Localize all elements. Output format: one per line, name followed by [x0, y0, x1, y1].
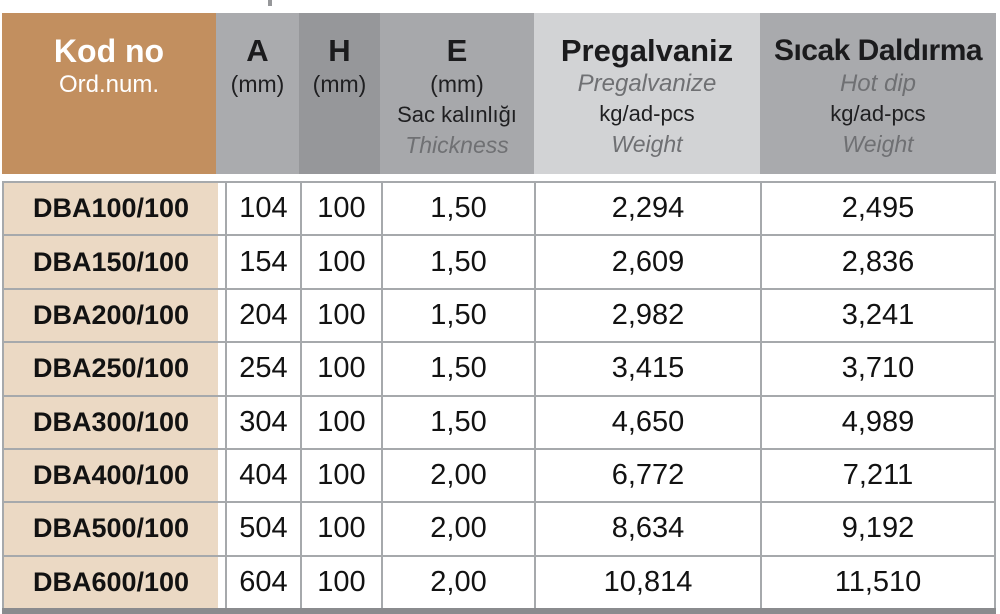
table-row: DBA250/100 254 100 1,50 3,415 3,710	[4, 343, 994, 397]
column-gap	[218, 556, 225, 608]
column-gap	[218, 343, 225, 395]
cell-e-thickness: 1,50	[381, 183, 534, 235]
cell-code: DBA200/100	[4, 289, 218, 342]
header-col-a: A (mm)	[216, 13, 299, 174]
cell-h-mm: 100	[300, 289, 381, 342]
cell-h-mm: 100	[300, 503, 381, 555]
cell-a-mm: 304	[225, 396, 300, 448]
cell-pregalvaniz-weight: 10,814	[534, 556, 760, 608]
cell-a-mm: 404	[225, 449, 300, 502]
table-bottom-border	[2, 608, 996, 614]
cell-code: DBA600/100	[4, 556, 218, 608]
column-gap	[218, 289, 225, 342]
header-col-sicak-daldirma: Sıcak Daldırma Hot dip kg/ad-pcs Weight	[760, 13, 996, 174]
header-col-pregalvaniz: Pregalvaniz Pregalvanize kg/ad-pcs Weigh…	[534, 13, 760, 174]
table-row: DBA500/100 504 100 2,00 8,634 9,192	[4, 503, 994, 557]
cell-a-mm: 604	[225, 556, 300, 608]
cell-h-mm: 100	[300, 343, 381, 395]
cell-hot-dip-weight: 7,211	[760, 449, 994, 502]
table-header: Kod no Ord.num. A (mm) H (mm) E (mm) Sac…	[2, 13, 996, 174]
cell-e-thickness: 2,00	[381, 449, 534, 502]
column-gap	[218, 449, 225, 502]
table-row: DBA100/100 104 100 1,50 2,294 2,495	[4, 183, 994, 237]
cell-code: DBA500/100	[4, 503, 218, 555]
table-row: DBA150/100 154 100 1,50 2,609 2,836	[4, 236, 994, 290]
cell-pregalvaniz-weight: 3,415	[534, 343, 760, 395]
header-sac-kalinligi: Sac kalınlığı	[397, 102, 517, 127]
header-title-h: H	[328, 33, 351, 68]
cell-e-thickness: 1,50	[381, 343, 534, 395]
column-gap	[218, 183, 225, 235]
cell-pregalvaniz-weight: 2,982	[534, 289, 760, 342]
cell-code: DBA250/100	[4, 343, 218, 395]
header-subtitle-hot-dip: Hot dip	[839, 70, 917, 97]
table-row: DBA600/100 604 100 2,00 10,814 11,510	[4, 556, 994, 608]
cell-hot-dip-weight: 2,836	[760, 236, 994, 288]
header-unit-kg-ad-pcs: kg/ad-pcs	[599, 101, 695, 126]
header-col-h: H (mm)	[299, 13, 380, 174]
cell-code: DBA100/100	[4, 183, 218, 235]
cell-a-mm: 504	[225, 503, 300, 555]
cell-h-mm: 100	[300, 183, 381, 235]
cropped-drawing-remnant	[268, 0, 272, 6]
cell-e-thickness: 1,50	[381, 236, 534, 288]
cell-pregalvaniz-weight: 2,609	[534, 236, 760, 288]
cell-a-mm: 104	[225, 183, 300, 235]
header-weight-label: Weight	[842, 131, 914, 157]
column-gap	[218, 396, 225, 448]
cell-pregalvaniz-weight: 2,294	[534, 183, 760, 235]
cell-e-thickness: 1,50	[381, 396, 534, 448]
table-row: DBA400/100 404 100 2,00 6,772 7,211	[4, 449, 994, 504]
header-unit-h: (mm)	[312, 71, 367, 97]
cell-h-mm: 100	[300, 556, 381, 608]
header-subtitle-ord-num: Ord.num.	[58, 71, 160, 98]
cell-a-mm: 254	[225, 343, 300, 395]
cell-a-mm: 204	[225, 289, 300, 342]
cell-pregalvaniz-weight: 6,772	[534, 449, 760, 502]
header-unit-e: (mm)	[430, 71, 484, 97]
header-unit-a: (mm)	[230, 71, 285, 97]
header-title-sicak-daldirma: Sıcak Daldırma	[773, 34, 983, 67]
cell-hot-dip-weight: 3,241	[760, 289, 994, 342]
header-thickness: Thickness	[405, 132, 509, 158]
cell-hot-dip-weight: 3,710	[760, 343, 994, 395]
header-unit-kg-ad-pcs: kg/ad-pcs	[830, 101, 926, 126]
cell-hot-dip-weight: 4,989	[760, 396, 994, 448]
cell-h-mm: 100	[300, 449, 381, 502]
cell-hot-dip-weight: 9,192	[760, 503, 994, 555]
column-gap	[218, 236, 225, 288]
table-body: DBA100/100 104 100 1,50 2,294 2,495 DBA150/100…	[2, 181, 996, 608]
cell-code: DBA400/100	[4, 449, 218, 502]
cell-h-mm: 100	[300, 236, 381, 288]
header-subtitle-pregalvanize: Pregalvanize	[577, 70, 717, 97]
header-weight-label: Weight	[611, 131, 683, 157]
header-title-a: A	[246, 33, 269, 68]
cell-h-mm: 100	[300, 396, 381, 448]
header-col-kod-no: Kod no Ord.num.	[2, 13, 216, 174]
cell-e-thickness: 1,50	[381, 289, 534, 342]
table-row: DBA200/100 204 100 1,50 2,982 3,241	[4, 289, 994, 344]
column-gap	[218, 503, 225, 555]
table-row: DBA300/100 304 100 1,50 4,650 4,989	[4, 396, 994, 450]
header-col-e: E (mm) Sac kalınlığı Thickness	[380, 13, 534, 174]
cell-code: DBA300/100	[4, 396, 218, 448]
cell-a-mm: 154	[225, 236, 300, 288]
cell-hot-dip-weight: 11,510	[760, 556, 994, 608]
cell-pregalvaniz-weight: 4,650	[534, 396, 760, 448]
cell-e-thickness: 2,00	[381, 503, 534, 555]
cell-pregalvaniz-weight: 8,634	[534, 503, 760, 555]
cell-code: DBA150/100	[4, 236, 218, 288]
cell-e-thickness: 2,00	[381, 556, 534, 608]
header-title-kod-no: Kod no	[53, 33, 165, 69]
header-title-e: E	[446, 33, 468, 68]
header-title-pregalvaniz: Pregalvaniz	[560, 33, 734, 68]
cell-hot-dip-weight: 2,495	[760, 183, 994, 235]
